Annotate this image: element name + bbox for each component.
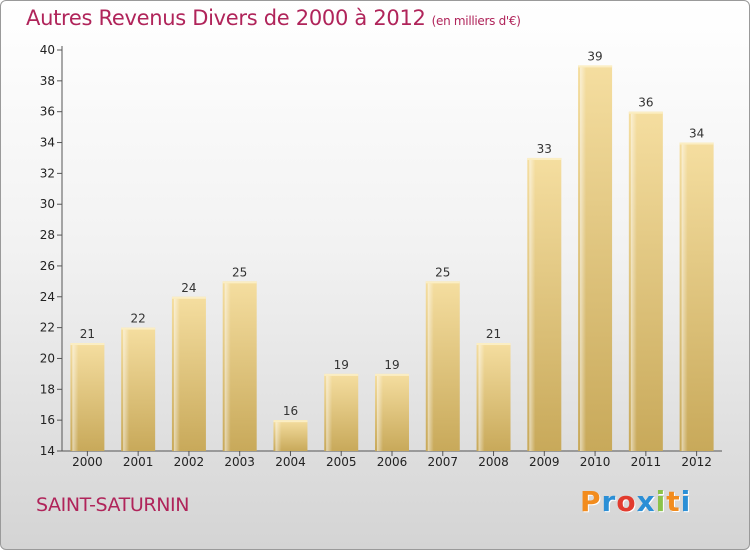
logo-letter: x [636, 485, 656, 518]
chart-title: Autres Revenus Divers de 2000 à 2012 (en … [26, 6, 521, 30]
logo-letter: r [601, 485, 617, 518]
y-tick-label: 22 [40, 321, 55, 335]
y-tick-label: 18 [40, 382, 55, 396]
logo-letter: i [680, 485, 692, 518]
y-tick-label: 38 [40, 74, 55, 88]
data-label: 19 [334, 358, 349, 372]
data-label: 33 [537, 142, 552, 156]
bar-highlight [326, 375, 333, 451]
y-tick-label: 36 [40, 105, 55, 119]
data-label: 19 [384, 358, 399, 372]
bar-highlight [123, 329, 130, 451]
bar-top-edge [273, 420, 308, 423]
x-tick-label: 2011 [631, 455, 662, 469]
y-tick-label: 30 [40, 197, 55, 211]
x-tick-label: 2002 [174, 455, 205, 469]
bar-top-edge [476, 343, 511, 346]
bar-top-edge [578, 65, 613, 68]
bar-highlight [427, 283, 434, 451]
bar-top-edge [679, 142, 714, 145]
x-tick-label: 2005 [326, 455, 357, 469]
data-label: 25 [232, 265, 247, 279]
y-tick-label: 40 [40, 43, 55, 57]
data-label: 22 [131, 312, 146, 326]
logo-letter: P [580, 485, 602, 518]
x-tick-label: 2000 [72, 455, 103, 469]
y-tick-label: 32 [40, 166, 55, 180]
logo-letter: i [655, 485, 667, 518]
bar-top-edge [121, 327, 156, 330]
x-tick-label: 2003 [224, 455, 255, 469]
x-tick-label: 2008 [478, 455, 509, 469]
data-label: 34 [689, 127, 704, 141]
bar-highlight [275, 422, 282, 451]
bar-highlight [377, 375, 383, 451]
y-tick-label: 20 [40, 351, 55, 365]
proxiti-logo: Proxiti [580, 485, 691, 518]
bar-highlight [630, 113, 637, 451]
bar-highlight [173, 298, 180, 451]
y-tick-label: 28 [40, 228, 55, 242]
x-tick-label: 2001 [123, 455, 154, 469]
logo-letter: o [616, 485, 637, 518]
bar-top-edge [222, 281, 257, 284]
data-label: 16 [283, 404, 298, 418]
bar-highlight [478, 345, 485, 451]
bar-top-edge [628, 111, 663, 114]
bar-highlight [529, 159, 536, 451]
x-tick-label: 2006 [377, 455, 408, 469]
bar-top-edge [425, 281, 460, 284]
chart-title-text: Autres Revenus Divers de 2000 à 2012 [26, 6, 426, 30]
data-label: 21 [80, 327, 95, 341]
bar-highlight [681, 144, 688, 452]
data-label: 21 [486, 327, 501, 341]
commune-name: SAINT-SATURNIN [36, 494, 190, 516]
x-tick-label: 2004 [275, 455, 306, 469]
y-tick-label: 24 [40, 290, 55, 304]
bar-highlight [224, 283, 231, 451]
bar-highlight [72, 345, 79, 451]
y-tick-label: 26 [40, 259, 55, 273]
bar-top-edge [324, 373, 359, 376]
bar-highlight [580, 67, 587, 451]
y-tick-label: 14 [40, 444, 55, 458]
x-tick-label: 2007 [427, 455, 458, 469]
bar-top-edge [527, 157, 562, 160]
logo-letter: t [666, 485, 681, 518]
y-tick-label: 16 [40, 413, 55, 427]
y-tick-label: 34 [40, 136, 55, 150]
x-tick-label: 2012 [681, 455, 712, 469]
bar-top-edge [70, 343, 105, 346]
x-tick-label: 2010 [580, 455, 611, 469]
chart-unit: (en milliers d'€) [431, 14, 521, 28]
data-label: 25 [435, 265, 450, 279]
x-tick-label: 2009 [529, 455, 560, 469]
data-label: 36 [638, 96, 653, 110]
bar-top-edge [375, 373, 409, 376]
bar-top-edge [171, 296, 206, 299]
data-label: 39 [587, 49, 602, 63]
data-label: 24 [181, 281, 196, 295]
